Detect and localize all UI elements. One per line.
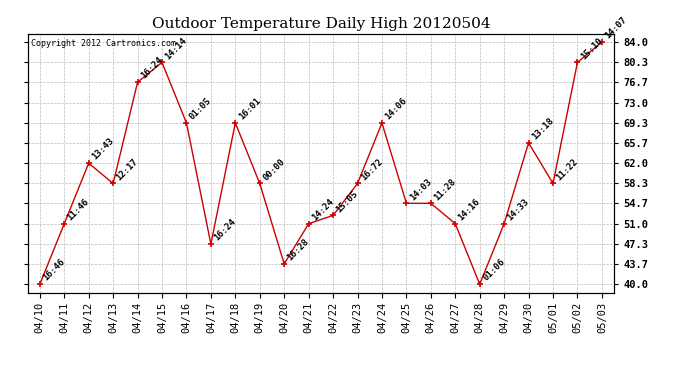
Title: Outdoor Temperature Daily High 20120504: Outdoor Temperature Daily High 20120504 [152, 17, 490, 31]
Text: 01:06: 01:06 [481, 258, 506, 283]
Text: 01:05: 01:05 [188, 96, 213, 122]
Text: 14:14: 14:14 [164, 36, 189, 61]
Text: 14:03: 14:03 [408, 177, 433, 202]
Text: 11:46: 11:46 [66, 197, 91, 222]
Text: 14:06: 14:06 [384, 96, 408, 122]
Text: 00:00: 00:00 [261, 157, 286, 182]
Text: 11:28: 11:28 [432, 177, 457, 202]
Text: 16:28: 16:28 [286, 237, 311, 262]
Text: 12:17: 12:17 [115, 157, 140, 182]
Text: 13:18: 13:18 [530, 116, 555, 141]
Text: 16:24: 16:24 [213, 217, 237, 243]
Text: 16:24: 16:24 [139, 56, 164, 81]
Text: 14:24: 14:24 [310, 197, 335, 222]
Text: 14:33: 14:33 [506, 197, 531, 222]
Text: 14:16: 14:16 [457, 197, 482, 222]
Text: 16:01: 16:01 [237, 96, 262, 122]
Text: 14:07: 14:07 [603, 15, 629, 40]
Text: 13:43: 13:43 [90, 136, 115, 162]
Text: 15:10: 15:10 [579, 36, 604, 61]
Text: 15:05: 15:05 [335, 189, 359, 214]
Text: 16:72: 16:72 [359, 157, 384, 182]
Text: Copyright 2012 Cartronics.com: Copyright 2012 Cartronics.com [30, 39, 175, 48]
Text: 16:46: 16:46 [41, 258, 66, 283]
Text: 11:22: 11:22 [554, 157, 580, 182]
